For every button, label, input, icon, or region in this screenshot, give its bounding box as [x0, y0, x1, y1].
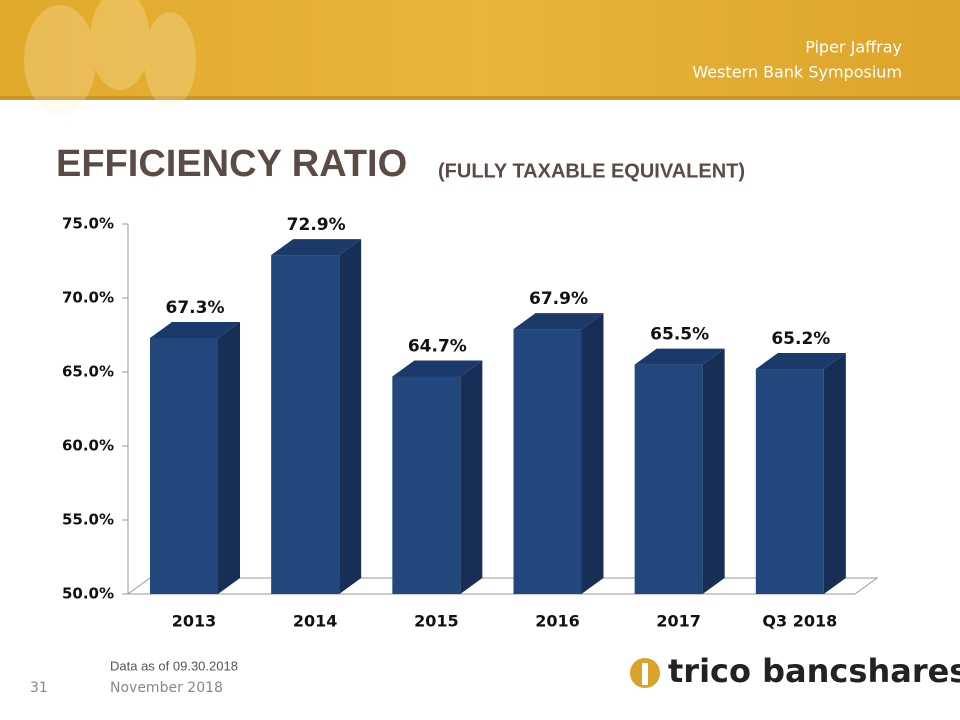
- bar-front: [755, 369, 824, 594]
- bar-front: [634, 364, 703, 594]
- chart-subtitle: (FULLY TAXABLE EQUIVALENT): [438, 160, 745, 182]
- y-tick-label: 50.0%: [62, 585, 114, 603]
- bar-side: [581, 313, 604, 594]
- footer-date: November 2018: [110, 680, 223, 696]
- bar-top: [150, 321, 240, 338]
- bar-top: [513, 313, 604, 330]
- value-label: 72.9%: [287, 215, 346, 235]
- bar: [150, 321, 240, 594]
- logo-text: trico bancshares: [668, 652, 960, 690]
- y-tick-label: 55.0%: [62, 511, 114, 529]
- bar-front: [150, 337, 218, 594]
- header-line: Piper Jaffray: [805, 38, 902, 57]
- bar-front: [392, 376, 461, 594]
- bar-front: [513, 329, 582, 594]
- value-label: 65.2%: [771, 329, 830, 349]
- bar-side: [460, 360, 483, 594]
- plot: 50.0% 55.0% 60.0% 65.0% 70.0% 75.0% 67.3% 2013 7…: [62, 215, 879, 631]
- x-tick-label: 2013: [172, 612, 217, 631]
- chart-title: EFFICIENCY RATIO: [56, 143, 407, 185]
- value-label: 64.7%: [408, 336, 467, 356]
- x-tick-label: Q3 2018: [762, 612, 837, 631]
- x-tick-label: 2017: [656, 612, 701, 631]
- header-band: [0, 0, 960, 96]
- header-line: Western Bank Symposium: [692, 63, 902, 82]
- x-tick-label: 2015: [414, 612, 459, 631]
- value-label: 65.5%: [650, 325, 709, 345]
- x-tick-label: 2016: [535, 612, 580, 631]
- bar-side: [823, 353, 846, 594]
- bar: [513, 313, 604, 594]
- bar-top: [271, 239, 362, 256]
- footnote: Data as of 09.30.2018: [110, 658, 238, 673]
- bar-front: [271, 255, 340, 594]
- page-number: 31: [30, 680, 48, 696]
- bar-side: [702, 348, 725, 594]
- bar: [271, 239, 362, 594]
- bar: [634, 348, 725, 594]
- bar-top: [392, 360, 483, 377]
- y-tick-label: 65.0%: [62, 363, 114, 381]
- bar-top: [755, 353, 846, 370]
- bar-top: [634, 348, 725, 365]
- header-watermark: [24, 0, 196, 115]
- bar: [755, 353, 846, 594]
- bar-side: [218, 321, 240, 594]
- value-label: 67.9%: [529, 289, 588, 309]
- y-tick-label: 70.0%: [62, 289, 114, 307]
- y-tick-label: 75.0%: [62, 215, 114, 233]
- logo: trico bancshares: [630, 652, 960, 690]
- bar: [392, 360, 483, 594]
- bar-side: [339, 239, 362, 594]
- header-rule: [0, 96, 960, 100]
- x-tick-label: 2014: [293, 612, 338, 631]
- y-tick-label: 60.0%: [62, 437, 114, 455]
- value-label: 67.3%: [166, 298, 225, 318]
